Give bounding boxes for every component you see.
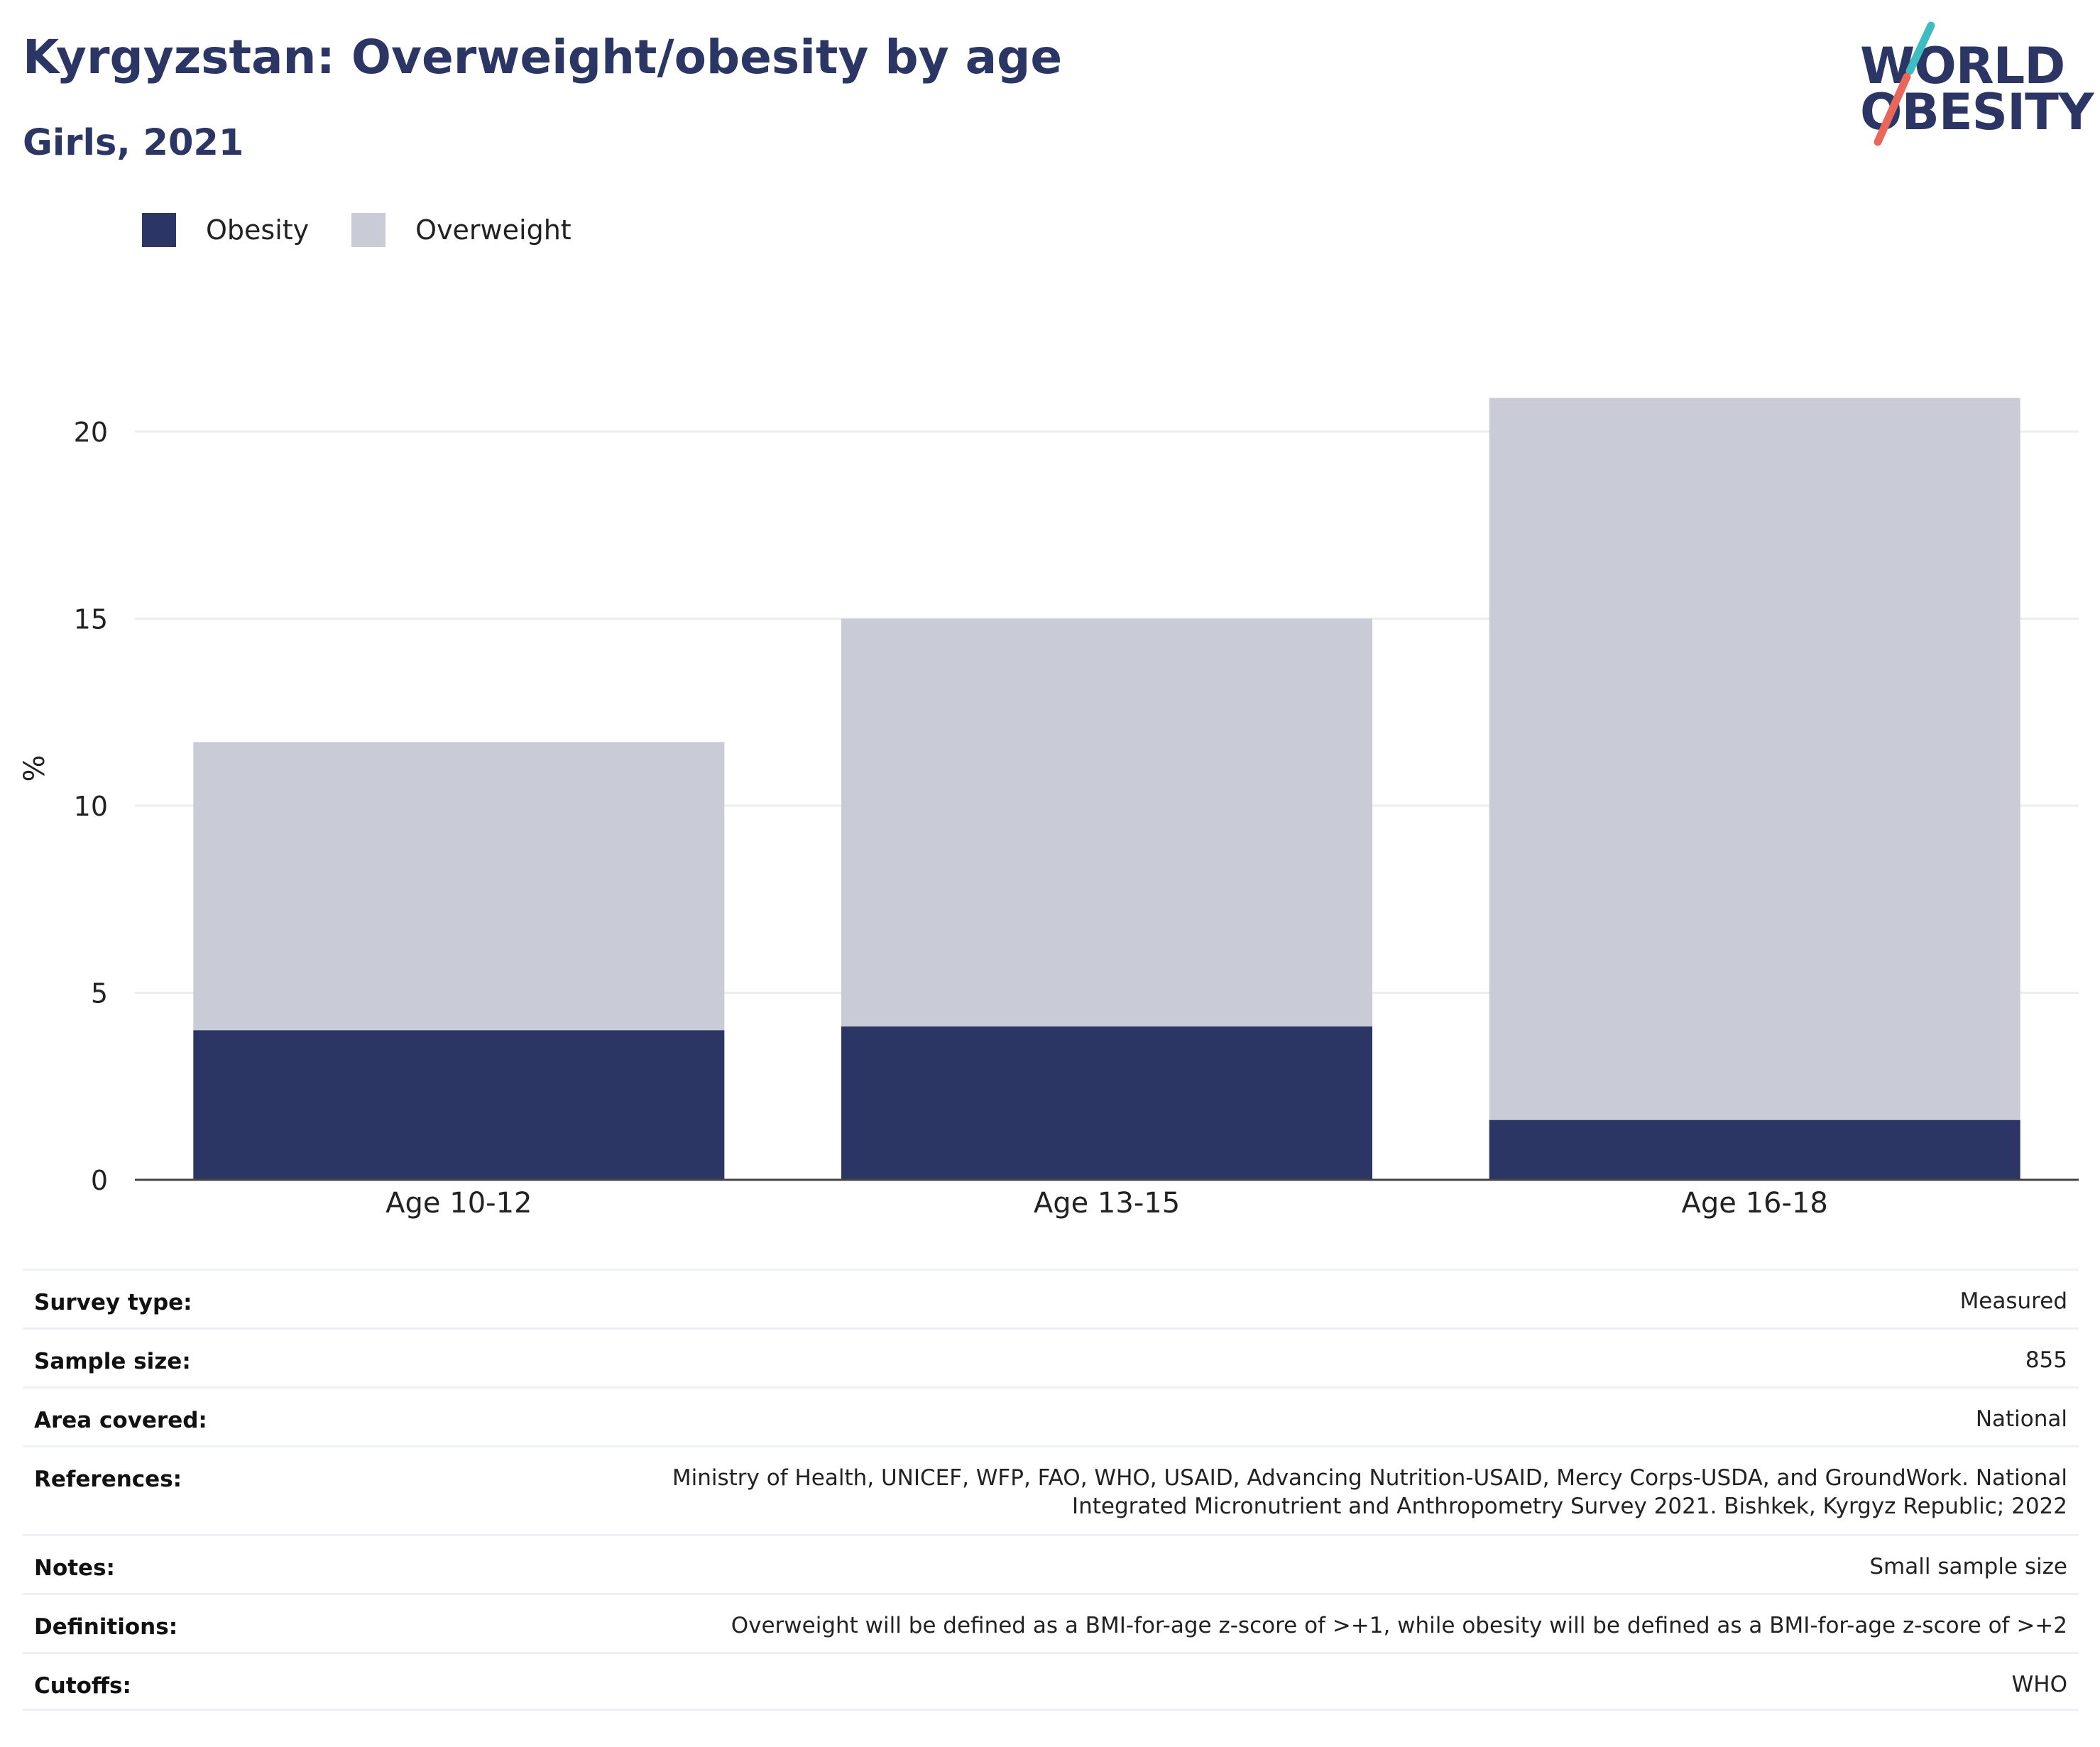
info-row-references: References: Ministry of Health, UNICEF, … [23,1445,2079,1534]
info-row-definitions: Definitions: Overweight will be defined … [23,1593,2079,1652]
info-value: 855 [2025,1347,2067,1373]
info-label: Area covered: [34,1408,207,1433]
info-value: Measured [1959,1288,2067,1314]
chart-subtitle: Girls, 2021 [23,122,244,164]
info-row-survey-type: Survey type: Measured [23,1269,2079,1327]
info-label: Definitions: [34,1614,178,1640]
info-label: References: [34,1467,182,1492]
info-value: WHO [2011,1672,2067,1697]
y-tick-label: 10 [74,791,108,822]
legend-swatch-obesity [142,213,176,247]
x-tick-label: Age 16-18 [1682,1187,1828,1220]
bar-obesity-2[interactable] [841,1026,1372,1180]
info-value: Small sample size [1869,1554,2067,1579]
legend-swatch-overweight [351,213,386,247]
legend-item-overweight[interactable]: Overweight [351,213,572,247]
bars [193,398,2020,1180]
info-label: Notes: [34,1555,115,1581]
bar-obesity-3[interactable] [1489,1119,2020,1180]
info-value: Overweight will be defined as a BMI-for-… [731,1613,2067,1638]
chart-title: Kyrgyzstan: Overweight/obesity by age [23,30,1063,84]
axes: 0 5 10 15 20 Age 10-12 Age 13-15 Age 16-18% [18,417,2079,1220]
info-label: Cutoffs: [34,1673,131,1699]
survey-info-table: Survey type: Measured Sample size: 855 A… [23,1269,2079,1711]
x-tick-label: Age 10-12 [385,1187,532,1220]
bar-overweight-3[interactable] [1489,398,2020,1120]
info-row-sample-size: Sample size: 855 [23,1327,2079,1386]
info-row-cutoffs: Cutoffs: WHO [23,1652,2079,1711]
chart-legend: Obesity Overweight [142,213,614,247]
y-tick-label: 0 [91,1165,108,1196]
info-value: National [1975,1406,2067,1432]
logo-slash-icon [1874,21,1935,146]
legend-item-obesity[interactable]: Obesity [142,213,309,247]
y-axis-label: % [18,755,51,782]
legend-label-obesity: Obesity [206,214,310,246]
info-row-notes: Notes: Small sample size [23,1534,2079,1593]
info-label: Sample size: [34,1349,191,1374]
stacked-bar-chart: 0 5 10 15 20 Age 10-12 Age 13-15 Age 16-18% [18,398,2079,1220]
logo-text-line1: WORLD [1860,37,2065,95]
legend-label-overweight: Overweight [415,214,572,246]
x-tick-label: Age 13-15 [1034,1187,1180,1220]
bar-overweight-1[interactable] [193,742,725,1031]
bar-overweight-2[interactable] [841,618,1372,1026]
info-value: Ministry of Health, UNICEF, WFP, FAO, WH… [672,1465,2067,1519]
world-obesity-logo: WORLD OBESITY [1846,20,2094,148]
y-tick-label: 15 [74,604,108,635]
y-tick-label: 5 [91,978,108,1009]
y-tick-label: 20 [74,417,108,448]
info-row-area-covered: Area covered: National [23,1386,2079,1445]
bar-obesity-1[interactable] [193,1030,725,1180]
info-label: Survey type: [34,1290,192,1315]
